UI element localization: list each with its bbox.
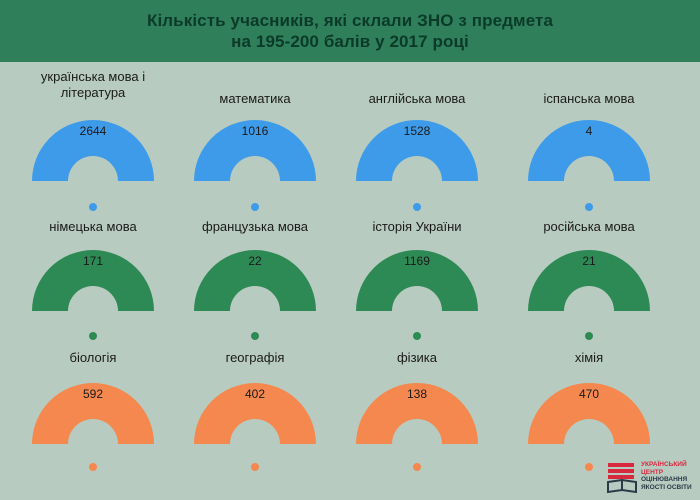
ucoe-logo: УКРАЇНСЬКИЙ ЦЕНТР ОЦІНЮВАННЯ ЯКОСТІ ОСВІ… bbox=[606, 458, 698, 498]
gauge-українська-мова-і-література: 2644 українська мова і література bbox=[32, 69, 154, 211]
category-label-біологія: біологія bbox=[70, 350, 117, 365]
header-banner: Кількість учасників, які склали ЗНО з пр… bbox=[0, 0, 700, 62]
page-title-line-1: Кількість учасників, які склали ЗНО з пр… bbox=[146, 11, 554, 30]
value-label-географія: 402 bbox=[245, 387, 265, 401]
marker-dot-французька-мова bbox=[251, 332, 259, 340]
logo-line-1: УКРАЇНСЬКИЙ bbox=[641, 461, 687, 468]
marker-dot-історія-україни bbox=[413, 332, 421, 340]
value-label-іспанська-мова: 4 bbox=[586, 124, 593, 138]
gauge-arc-французька-мова bbox=[194, 250, 316, 311]
gauge-arc-українська-мова-і-література bbox=[32, 120, 154, 181]
marker-dot-хімія bbox=[585, 463, 593, 471]
value-label-математика: 1016 bbox=[242, 124, 269, 138]
marker-dot-українська-мова-і-література bbox=[89, 203, 97, 211]
gauge-німецька-мова: 171 німецька мова bbox=[32, 219, 154, 340]
ucoe-logo-text: УКРАЇНСЬКИЙ ЦЕНТР ОЦІНЮВАННЯ ЯКОСТІ ОСВІ… bbox=[641, 461, 692, 491]
gauge-географія: 402 географія bbox=[194, 350, 316, 471]
gauge-arc-фізика bbox=[356, 383, 478, 444]
category-label-німецька-мова: німецька мова bbox=[49, 219, 137, 234]
gauge-фізика: 138 фізика bbox=[356, 350, 478, 471]
value-label-англійська-мова: 1528 bbox=[404, 124, 431, 138]
marker-dot-іспанська-мова bbox=[585, 203, 593, 211]
logo-line-3: ОЦІНЮВАННЯ bbox=[641, 476, 688, 484]
category-label-математика: математика bbox=[219, 91, 291, 106]
category-label-англійська-мова: англійська мова bbox=[369, 91, 467, 106]
gauge-arc-географія bbox=[194, 383, 316, 444]
category-label-історія-україни: історія України bbox=[372, 219, 461, 234]
value-label-біологія: 592 bbox=[83, 387, 103, 401]
gauge-arc-історія-україни bbox=[356, 250, 478, 311]
value-label-французька-мова: 22 bbox=[248, 254, 262, 268]
category-label-іспанська-мова: іспанська мова bbox=[543, 91, 635, 106]
gauge-arc-хімія bbox=[528, 383, 650, 444]
category-label-географія: географія bbox=[226, 350, 285, 365]
category-label-фізика: фізика bbox=[397, 350, 438, 365]
logo-line-4: ЯКОСТІ ОСВІТИ bbox=[641, 483, 692, 491]
marker-dot-біологія bbox=[89, 463, 97, 471]
value-label-фізика: 138 bbox=[407, 387, 427, 401]
marker-dot-російська-мова bbox=[585, 332, 593, 340]
gauge-французька-мова: 22 французька мова bbox=[194, 219, 316, 340]
value-label-німецька-мова: 171 bbox=[83, 254, 103, 268]
gauge-іспанська-мова: 4 іспанська мова bbox=[528, 91, 650, 211]
marker-dot-фізика bbox=[413, 463, 421, 471]
gauge-arc-математика bbox=[194, 120, 316, 181]
value-label-історія-україни: 1169 bbox=[404, 254, 430, 268]
value-label-українська-мова-і-література: 2644 bbox=[80, 124, 107, 138]
gauge-arc-біологія bbox=[32, 383, 154, 444]
marker-dot-математика bbox=[251, 203, 259, 211]
gauge-математика: 1016 математика bbox=[194, 91, 316, 211]
gauge-arc-російська-мова bbox=[528, 250, 650, 311]
gauge-хімія: 470 хімія bbox=[528, 350, 650, 471]
marker-dot-англійська-мова bbox=[413, 203, 421, 211]
value-label-хімія: 470 bbox=[579, 387, 599, 401]
category-label-французька-мова: французька мова bbox=[202, 219, 309, 234]
category-label-російська-мова: російська мова bbox=[543, 219, 635, 234]
page-title-line-2: на 195-200 балів у 2017 році bbox=[231, 32, 469, 51]
gauge-arc-іспанська-мова bbox=[528, 120, 650, 181]
ucoe-logo-icon bbox=[607, 463, 637, 494]
marker-dot-географія bbox=[251, 463, 259, 471]
gauge-російська-мова: 21 російська мова bbox=[528, 219, 650, 340]
category-label-хімія: хімія bbox=[575, 350, 603, 365]
marker-dot-німецька-мова bbox=[89, 332, 97, 340]
value-label-російська-мова: 21 bbox=[582, 254, 596, 268]
gauge-arc-німецька-мова bbox=[32, 250, 154, 311]
gauge-англійська-мова: 1528 англійська мова bbox=[356, 91, 478, 211]
logo-line-2: ЦЕНТР bbox=[641, 468, 664, 476]
gauge-arc-англійська-мова bbox=[356, 120, 478, 181]
gauge-біологія: 592 біологія bbox=[32, 350, 154, 471]
gauge-історія-україни: 1169 історія України bbox=[356, 219, 478, 340]
category-label-українська-мова-і-література: українська мова і література bbox=[41, 69, 145, 100]
